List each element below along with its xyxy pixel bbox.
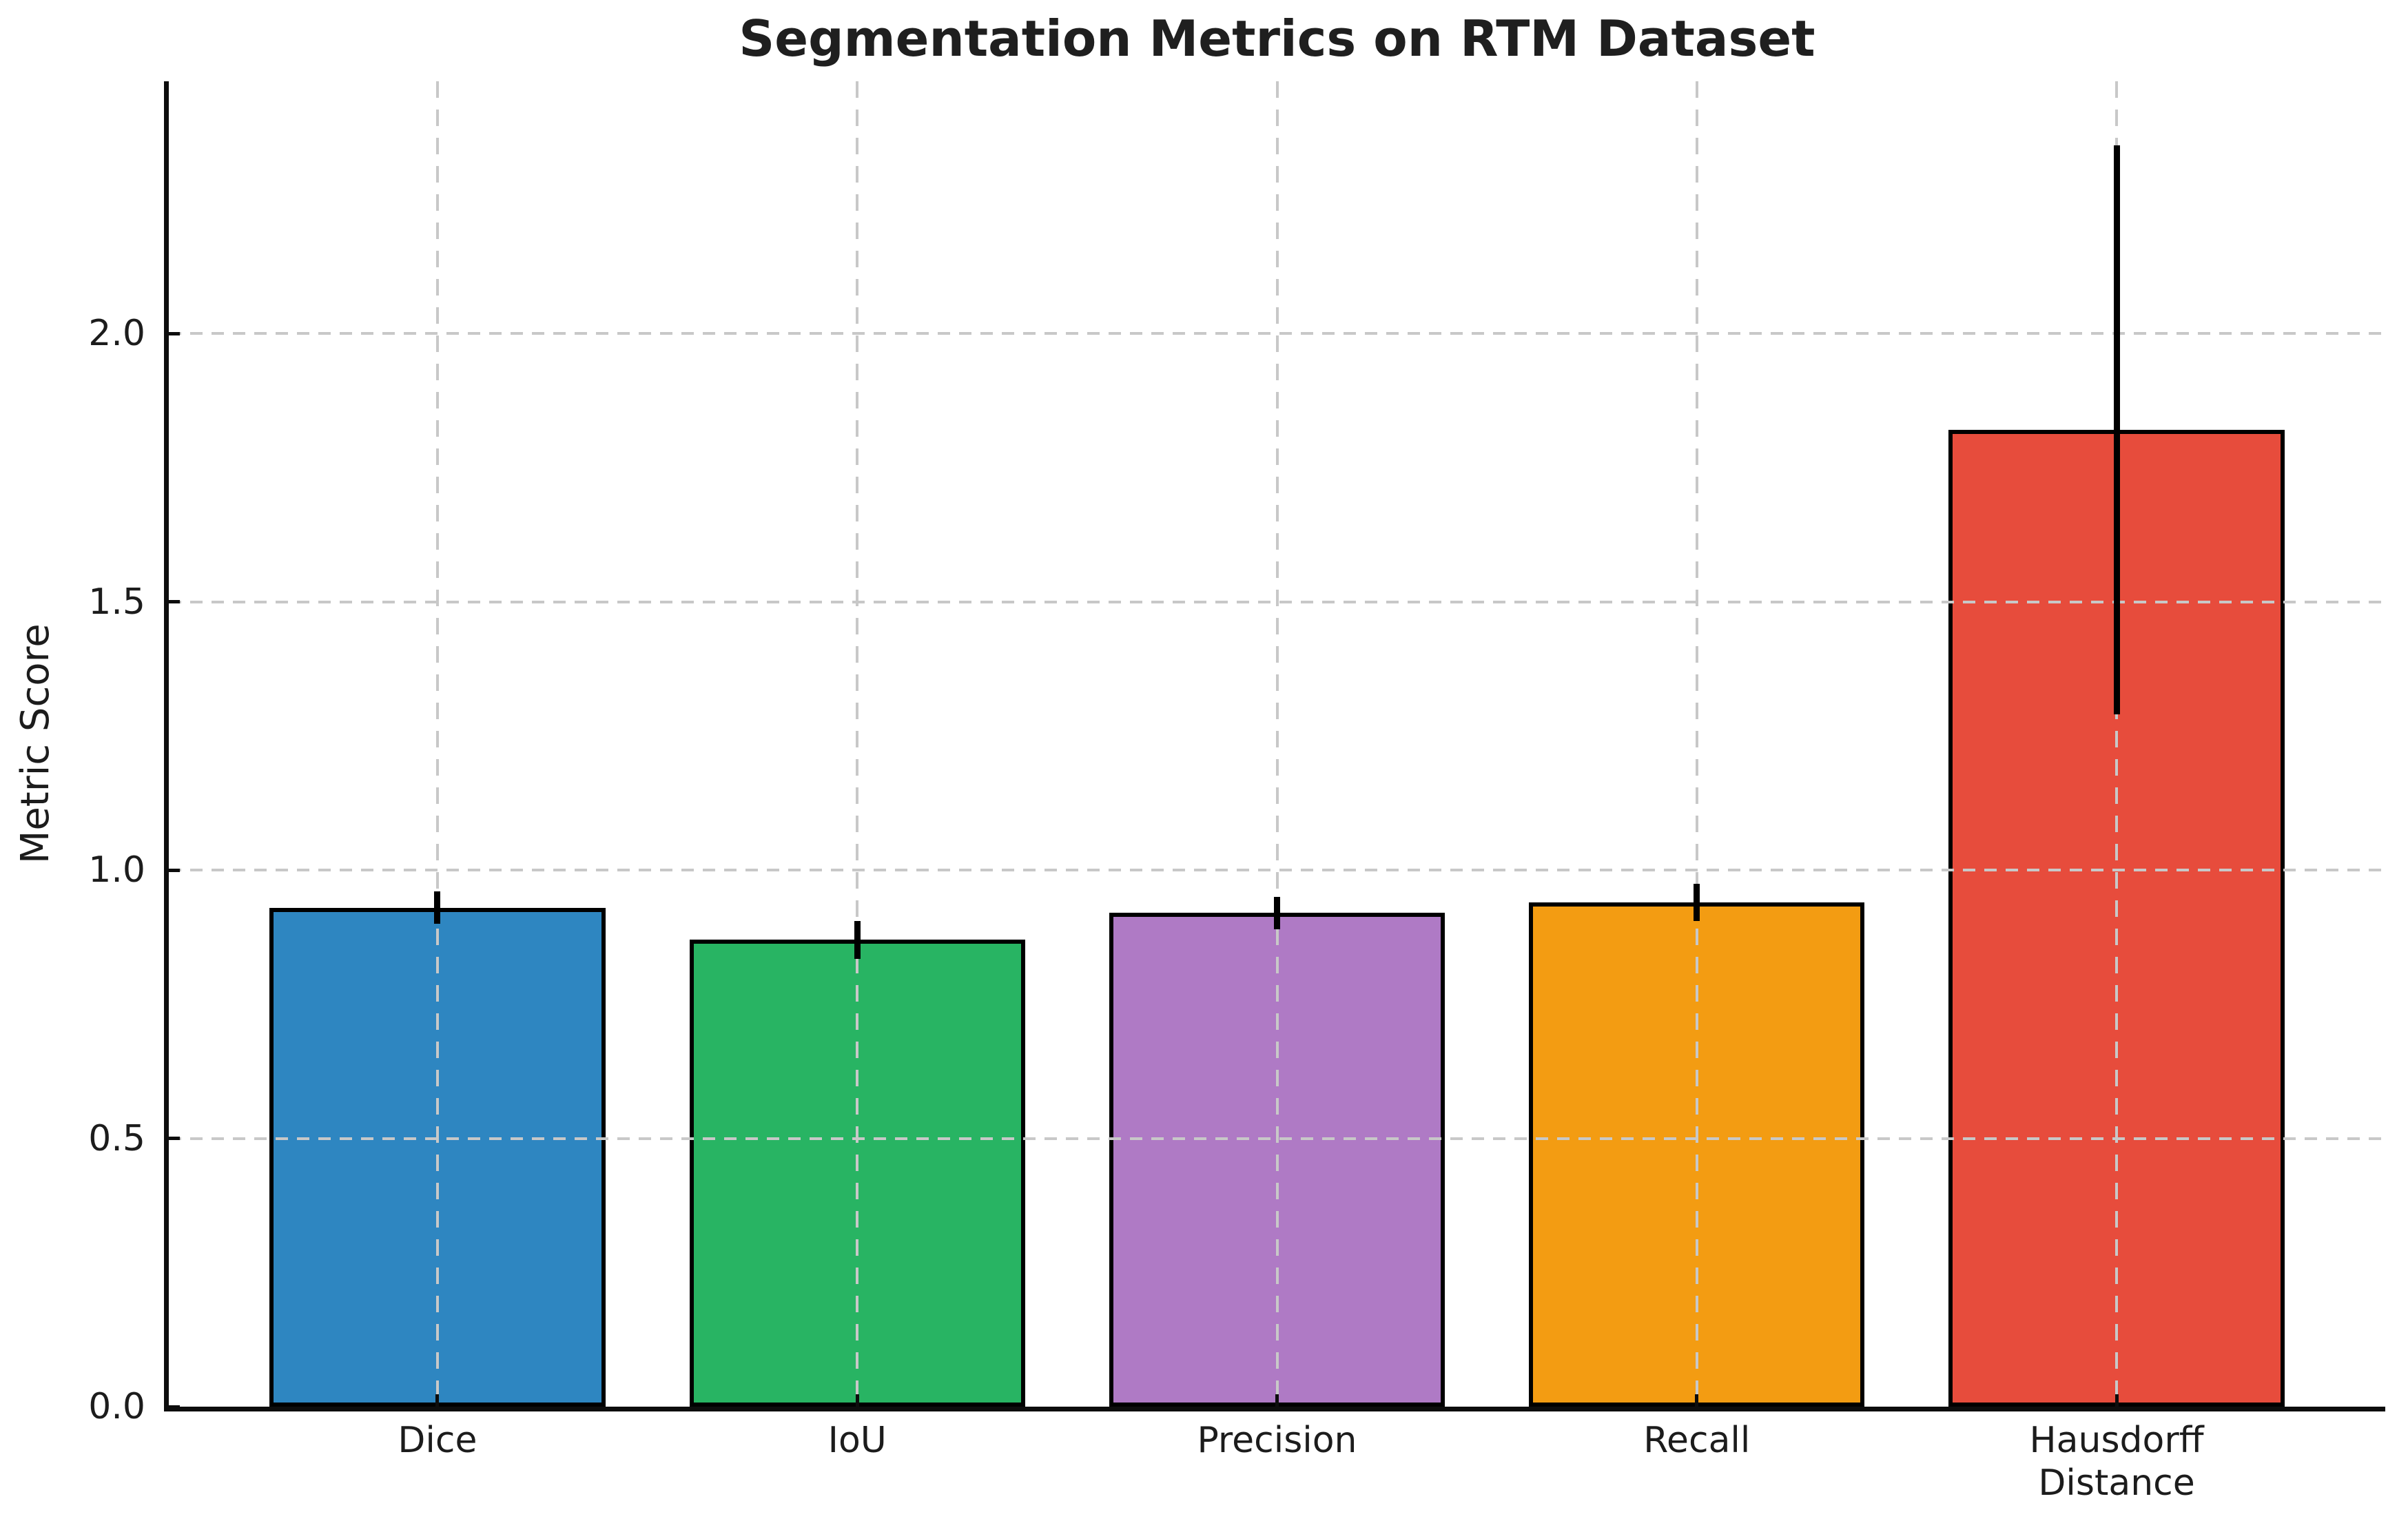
y-tick-mark-1.0: [169, 868, 180, 872]
error-bar-hausdorff-distance: [2113, 145, 2120, 715]
y-tick-label-1.5: 1.5: [88, 581, 145, 623]
y-tick-mark-1.5: [169, 600, 180, 604]
error-bar-recall: [1694, 883, 1700, 922]
x-tick-mark-iou: [855, 1394, 859, 1407]
error-bar-dice: [434, 891, 441, 924]
x-tick-label-dice: Dice: [398, 1420, 477, 1461]
y-axis-label: Metric Score: [13, 623, 58, 865]
gridline-x-precision: [1275, 81, 1279, 1407]
y-tick-label-0.5: 0.5: [88, 1117, 145, 1159]
y-tick-label-0.0: 0.0: [88, 1386, 145, 1427]
error-bar-iou: [854, 921, 861, 959]
y-tick-label-1.0: 1.0: [88, 849, 145, 891]
y-tick-mark-2.0: [169, 331, 180, 335]
x-tick-mark-dice: [435, 1394, 440, 1407]
gridline-x-hausdorff-distance: [2115, 81, 2119, 1407]
x-tick-mark-precision: [1275, 1394, 1279, 1407]
gridline-x-recall: [1695, 81, 1698, 1407]
x-tick-mark-hausdorff-distance: [2114, 1394, 2119, 1407]
x-tick-label-recall: Recall: [1643, 1420, 1751, 1461]
x-tick-label-precision: Precision: [1197, 1420, 1357, 1461]
x-tick-mark-recall: [1695, 1394, 1699, 1407]
x-tick-label-hausdorff-distance: Hausdorff Distance: [2029, 1420, 2204, 1504]
error-bar-precision: [1274, 897, 1280, 929]
y-tick-mark-0.5: [169, 1137, 180, 1141]
y-tick-label-2.0: 2.0: [88, 313, 145, 355]
gridline-x-iou: [856, 81, 859, 1407]
y-tick-mark-0.0: [169, 1405, 180, 1409]
chart-title: Segmentation Metrics on RTM Dataset: [739, 10, 1815, 68]
gridline-x-dice: [435, 81, 439, 1407]
plot-area: 0.0 0.5 1.0 1.5 2.0 Dice IoU Precision Recall Hau…: [88, 81, 2385, 1504]
x-tick-label-iou: IoU: [827, 1420, 887, 1461]
